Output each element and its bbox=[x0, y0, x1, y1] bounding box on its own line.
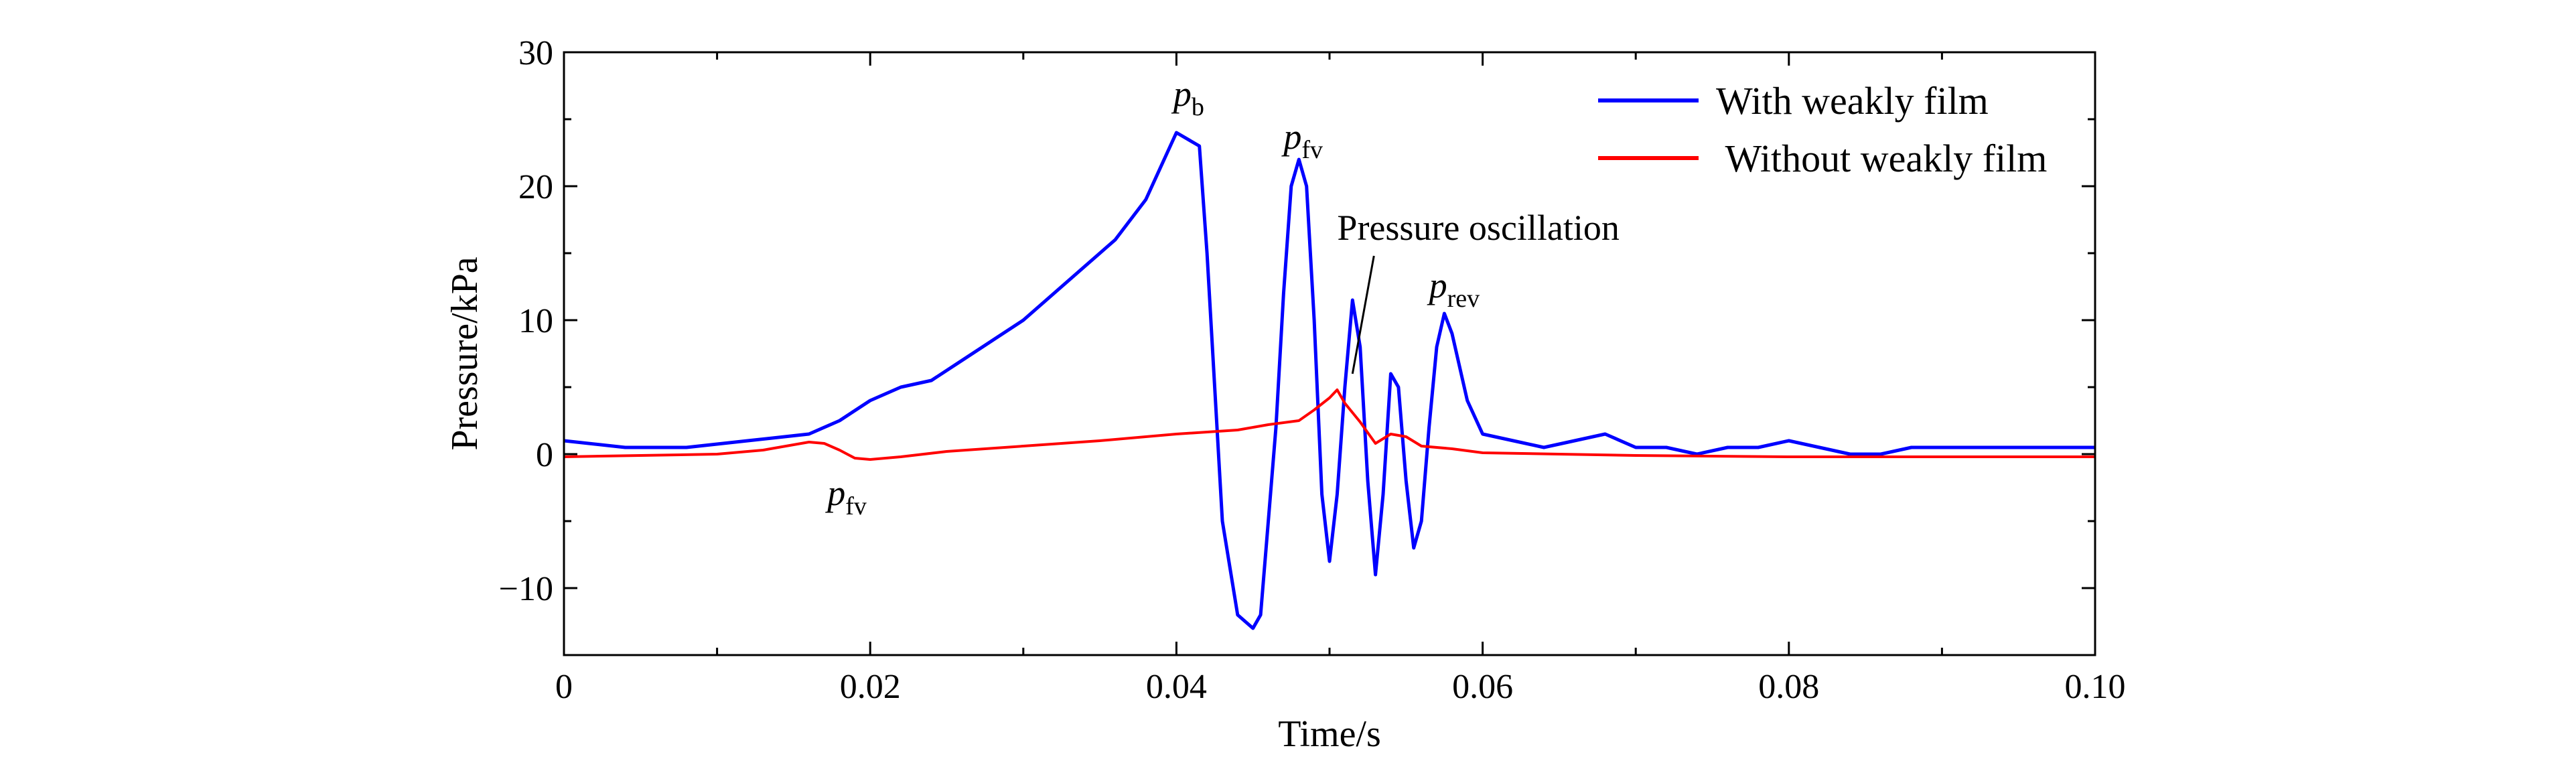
y-tick-label: 20 bbox=[518, 168, 553, 206]
annotation-label: prev bbox=[1427, 265, 1480, 313]
y-tick-label: 0 bbox=[536, 436, 553, 474]
x-axis-title: Time/s bbox=[1278, 713, 1381, 755]
y-tick-label: 10 bbox=[518, 302, 553, 340]
annotation-label: pfv bbox=[825, 473, 867, 520]
legend-label-without-film: Without weakly film bbox=[1716, 137, 2047, 180]
y-axis-title: Pressure/kPa bbox=[444, 257, 486, 450]
legend-label-with-film: With weakly film bbox=[1716, 79, 1989, 123]
annotation-layer: pb pfv prev pfv Pressure oscillation bbox=[825, 74, 1620, 520]
y-tick-label: −10 bbox=[499, 570, 553, 608]
series-line-without-film bbox=[563, 388, 2095, 461]
series-line-with-film bbox=[563, 131, 2095, 630]
annotation-label: pfv bbox=[1281, 117, 1323, 164]
labels-layer: 0 0.02 0.04 0.06 0.08 0.10 −10 0 10 20 30 bbox=[499, 34, 2126, 706]
series-layer bbox=[563, 131, 2095, 630]
x-tick-label: 0.08 bbox=[1758, 668, 1819, 706]
annotation-label: pb bbox=[1171, 74, 1204, 121]
x-tick-label: 0.06 bbox=[1452, 668, 1513, 706]
x-tick-label: 0 bbox=[555, 668, 573, 706]
legend: With weakly film Without weakly film bbox=[1598, 79, 2047, 180]
annotation-leader-line bbox=[1351, 255, 1375, 374]
ticks-layer bbox=[563, 51, 2096, 655]
x-tick-label: 0.02 bbox=[840, 668, 901, 706]
x-tick-label: 0.10 bbox=[2065, 668, 2126, 706]
x-tick-label: 0.04 bbox=[1146, 668, 1207, 706]
annotation-label: Pressure oscillation bbox=[1337, 208, 1619, 248]
y-tick-label: 30 bbox=[518, 34, 553, 72]
